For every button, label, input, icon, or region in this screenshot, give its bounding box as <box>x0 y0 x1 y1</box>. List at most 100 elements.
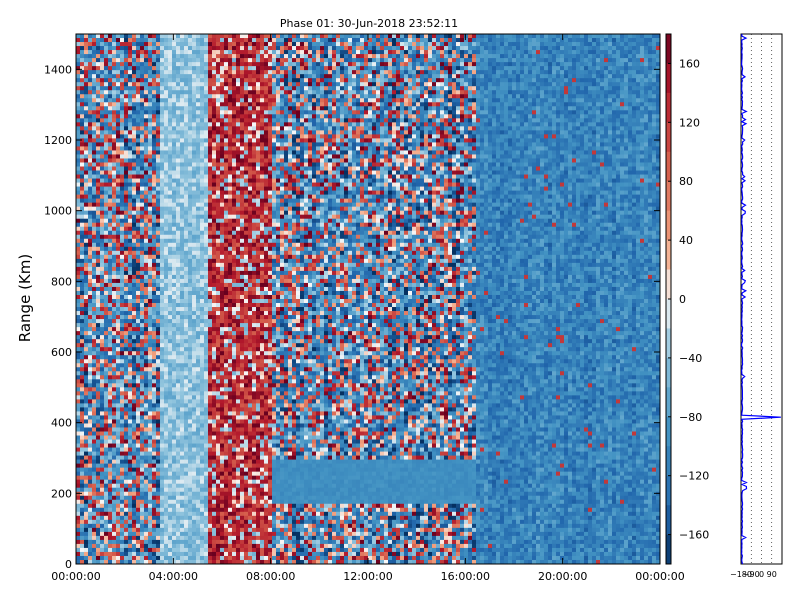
heatmap-cell <box>160 294 165 300</box>
heatmap-cell <box>216 78 221 83</box>
heatmap-cell <box>140 299 145 304</box>
heatmap-cell <box>188 335 193 340</box>
heatmap-cell <box>104 311 109 316</box>
heatmap-cell <box>76 234 81 240</box>
heatmap-cell <box>156 170 161 175</box>
heatmap-cell <box>132 459 137 464</box>
heatmap-cell <box>220 351 225 356</box>
heatmap-cell <box>120 327 125 332</box>
heatmap-cell <box>184 130 189 135</box>
heatmap-cell <box>80 66 85 71</box>
heatmap-cell <box>152 339 157 344</box>
heatmap-cell <box>124 62 129 67</box>
heatmap-cell <box>140 38 145 43</box>
heatmap-cell <box>156 222 161 228</box>
heatmap-cell <box>192 371 197 376</box>
heatmap-cell <box>220 523 225 529</box>
heatmap-cell <box>108 371 113 376</box>
heatmap-cell <box>192 475 197 480</box>
heatmap-cell <box>168 54 173 59</box>
heatmap-cell <box>96 495 101 501</box>
heatmap-cell <box>216 527 221 533</box>
heatmap-cell <box>184 483 189 489</box>
heatmap-cell <box>140 387 145 392</box>
heatmap-cell <box>116 274 121 280</box>
heatmap-cell <box>128 78 133 83</box>
heatmap-cell <box>224 230 229 236</box>
heatmap-cell <box>124 327 129 332</box>
heatmap-cell <box>92 58 97 63</box>
heatmap-cell <box>184 507 189 513</box>
heatmap-cell <box>168 214 173 219</box>
heatmap-cell <box>216 395 221 400</box>
heatmap-cell <box>200 535 205 541</box>
heatmap-cell <box>120 74 125 79</box>
heatmap-cell <box>124 471 129 476</box>
heatmap-cell <box>224 254 229 260</box>
heatmap-cell <box>188 499 193 505</box>
heatmap-cell <box>200 146 205 151</box>
heatmap-cell <box>160 90 165 95</box>
heatmap-cell <box>116 154 121 159</box>
heatmap-cell <box>172 62 177 67</box>
heatmap-cell <box>200 331 205 336</box>
heatmap-cell <box>192 439 197 444</box>
heatmap-cell <box>148 70 153 75</box>
heatmap-cell <box>212 411 217 416</box>
heatmap-cell <box>140 343 145 348</box>
heatmap-cell <box>160 359 165 364</box>
heatmap-cell <box>216 319 221 324</box>
heatmap-cell <box>160 499 165 505</box>
heatmap-cell <box>192 495 197 501</box>
heatmap-cell <box>224 78 229 83</box>
heatmap-cell <box>120 515 125 521</box>
heatmap-cell <box>204 419 209 424</box>
heatmap-cell <box>196 499 201 505</box>
heatmap-cell <box>216 214 221 219</box>
heatmap-cell <box>100 427 105 432</box>
heatmap-cell <box>148 266 153 272</box>
heatmap-cell <box>180 146 185 151</box>
heatmap-cell <box>120 383 125 388</box>
heatmap-cell <box>180 351 185 356</box>
heatmap-cell <box>160 483 165 489</box>
heatmap-cell <box>180 42 185 47</box>
heatmap-cell <box>96 379 101 384</box>
heatmap-cell <box>152 214 157 219</box>
heatmap-cell <box>164 547 169 553</box>
heatmap-cell <box>80 519 85 525</box>
heatmap-cell <box>196 278 201 284</box>
heatmap-cell <box>208 367 213 372</box>
heatmap-cell <box>92 78 97 83</box>
heatmap-cell <box>96 170 101 175</box>
heatmap-cell <box>84 98 89 103</box>
heatmap-cell <box>208 46 213 51</box>
heatmap-cell <box>136 495 141 501</box>
heatmap-cell <box>108 315 113 320</box>
heatmap-cell <box>224 222 229 228</box>
heatmap-cell <box>156 523 161 529</box>
heatmap-cell <box>152 515 157 521</box>
heatmap-cell <box>92 254 97 260</box>
heatmap-cell <box>112 106 117 111</box>
heatmap-cell <box>172 347 177 352</box>
heatmap-cell <box>176 110 181 115</box>
heatmap-cell <box>164 479 169 484</box>
heatmap-cell <box>96 431 101 436</box>
heatmap-cell <box>192 250 197 256</box>
heatmap-cell <box>108 439 113 444</box>
heatmap-cell <box>92 339 97 344</box>
heatmap-cell <box>80 54 85 59</box>
heatmap-cell <box>204 290 209 296</box>
heatmap-cell <box>104 511 109 517</box>
heatmap-cell <box>156 547 161 553</box>
heatmap-cell <box>168 551 173 557</box>
heatmap-cell <box>196 335 201 340</box>
heatmap-cell <box>196 551 201 557</box>
heatmap-cell <box>128 90 133 95</box>
heatmap-cell <box>148 94 153 99</box>
heatmap-cell <box>120 455 125 460</box>
heatmap-cell <box>220 543 225 549</box>
heatmap-cell <box>120 238 125 244</box>
heatmap-cell <box>204 407 209 412</box>
